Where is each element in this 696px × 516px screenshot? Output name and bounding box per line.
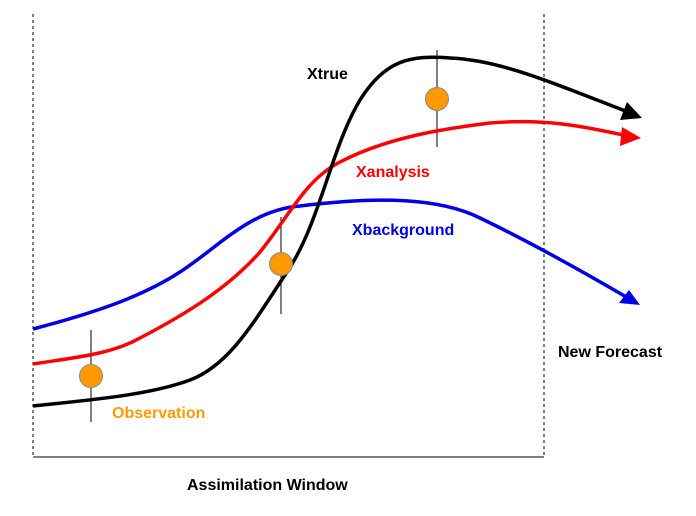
xtrue-label: Xtrue — [307, 66, 348, 83]
observation-point — [269, 252, 293, 276]
xanalysis-arrowhead — [620, 127, 641, 146]
xbackground-label: Xbackground — [352, 222, 454, 239]
new-forecast-label: New Forecast — [558, 344, 663, 361]
observation-point — [79, 364, 103, 388]
observations — [79, 87, 449, 388]
assimilation-window-label: Assimilation Window — [187, 477, 348, 494]
observation-point — [425, 87, 449, 111]
xtrue-curve — [32, 55, 629, 408]
assimilation-window-frame — [32, 14, 545, 458]
observation-label: Observation — [112, 405, 205, 422]
xtrue-arrowhead — [620, 102, 642, 120]
xanalysis-curve — [32, 119, 629, 366]
xbackground-arrowhead — [619, 290, 640, 305]
xanalysis-label: Xanalysis — [356, 164, 430, 181]
xbackground-curve — [32, 198, 629, 331]
